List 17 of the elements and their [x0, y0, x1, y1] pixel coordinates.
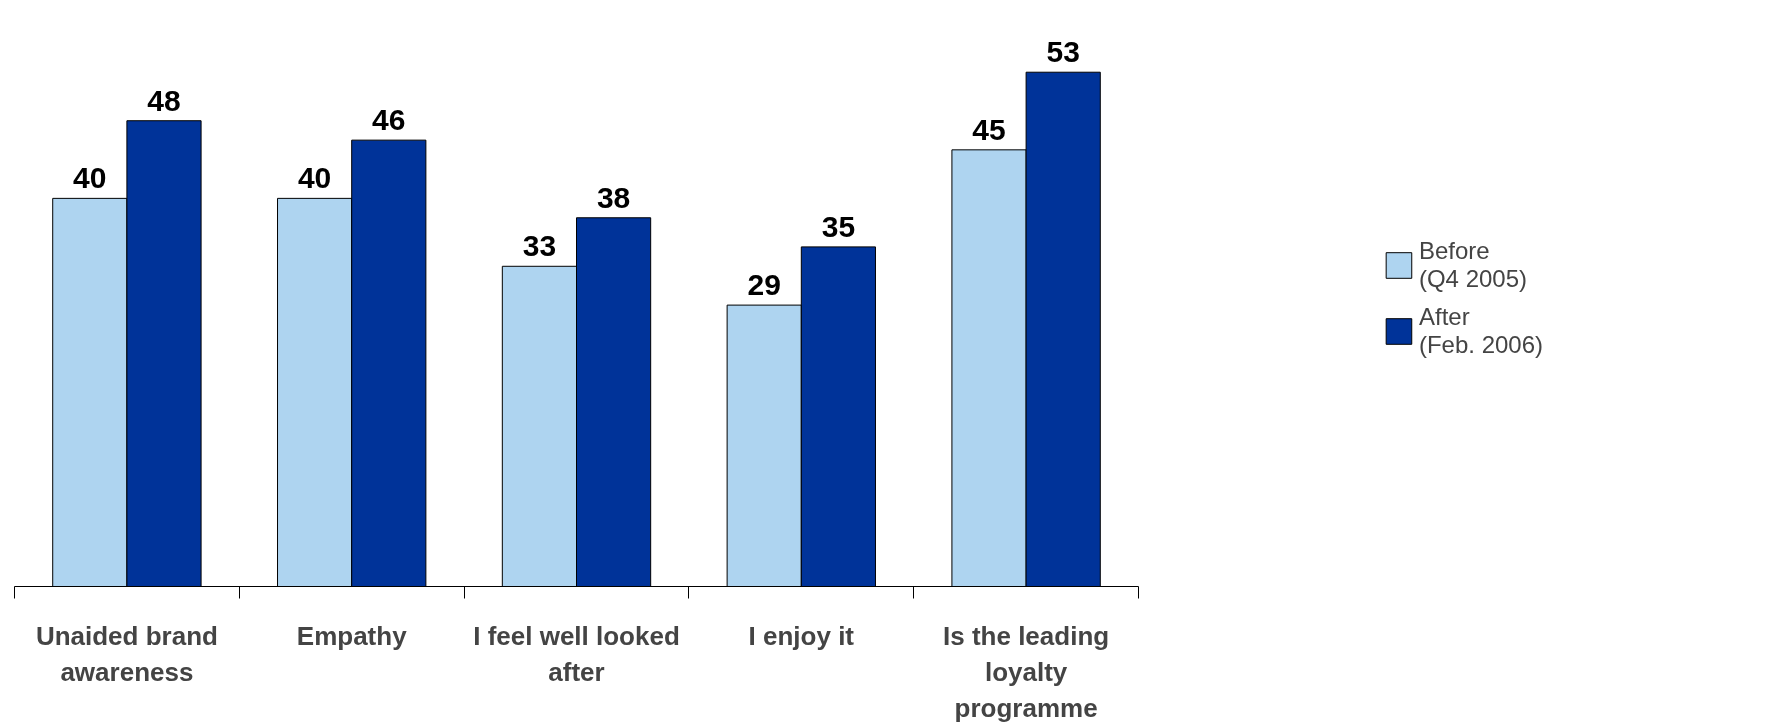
data-label: 38	[596, 180, 631, 214]
data-label: 40	[297, 161, 332, 195]
x-tick-label: Is the leading loyalty programme	[943, 620, 1110, 723]
legend-label: Before (Q4 2005)	[1418, 237, 1528, 293]
data-label: 29	[747, 268, 781, 302]
x-tick-label: Unaided brand awareness	[35, 620, 218, 687]
data-label: 45	[972, 112, 1006, 146]
legend-label: After (Feb. 2006)	[1418, 303, 1544, 359]
data-label: 40	[73, 161, 107, 195]
x-tick-label: Empathy	[296, 620, 408, 651]
data-label: 35	[821, 209, 856, 243]
data-label: 46	[372, 103, 406, 137]
x-tick-label: I enjoy it	[748, 620, 855, 651]
x-tick-label: I feel well looked after	[473, 620, 680, 687]
data-label: 48	[147, 83, 181, 117]
data-label: 33	[522, 229, 557, 263]
data-label: 53	[1046, 35, 1080, 69]
